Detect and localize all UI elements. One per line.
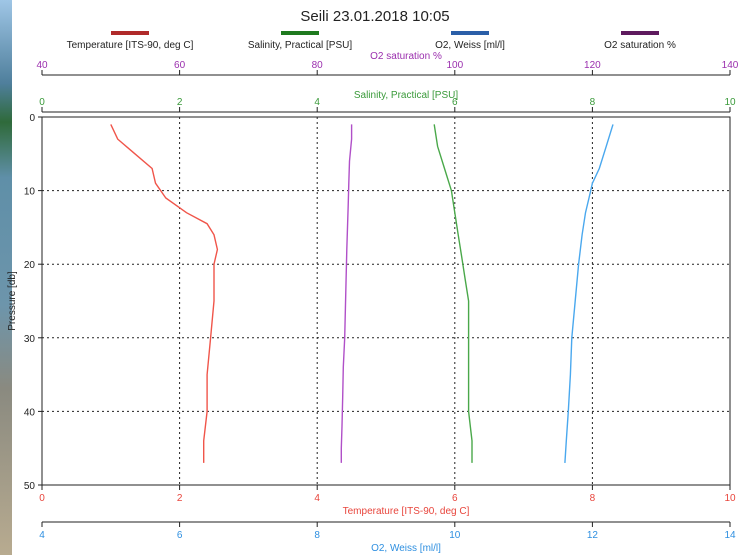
x-tick-label-temp: 6 [452,493,458,504]
series-line [564,124,614,463]
x-tick-label-salinity: 2 [177,97,183,108]
x-tick-label-temp: 4 [314,493,320,504]
x-tick-label-o2: 8 [314,530,320,541]
legend-label: Temperature [ITS-90, deg C] [67,40,194,51]
x-axis-title-o2: O2, Weiss [ml/l] [371,543,441,554]
x-axis-title-o2sat: O2 saturation % [370,51,442,62]
x-tick-label-salinity: 10 [724,97,736,108]
legend-label: O2 saturation % [604,40,676,51]
y-tick-label: 0 [29,113,35,124]
y-tick-label: 30 [24,334,36,345]
x-tick-label-temp: 0 [39,493,45,504]
series [110,124,614,463]
x-tick-label-o2: 14 [724,530,736,541]
legend-label: O2, Weiss [ml/l] [435,40,505,51]
legend-label: Salinity, Practical [PSU] [248,40,353,51]
x-tick-label-temp: 10 [724,493,736,504]
y-tick-label: 40 [24,407,36,418]
x-tick-label-salinity: 4 [314,97,320,108]
x-tick-label-o2sat: 60 [174,60,186,71]
x-tick-label-o2sat: 80 [312,60,324,71]
x-tick-label-o2: 6 [177,530,183,541]
legend: Temperature [ITS-90, deg C] Salinity, Pra… [67,31,676,51]
series-line [110,124,219,463]
series-line [340,124,353,463]
x-tick-label-o2: 12 [587,530,599,541]
x-tick-label-o2: 4 [39,530,45,541]
x-tick-label-o2sat: 140 [722,60,739,71]
x-axis-title-temp: Temperature [ITS-90, deg C] [343,506,470,517]
y-tick-label: 20 [24,260,36,271]
x-tick-label-o2sat: 120 [584,60,601,71]
cropped-photo-strip [0,0,12,555]
plot-frame [41,116,731,486]
y-axis-label: Pressure [db] [7,271,18,331]
y-tick-label: 50 [24,481,36,492]
x-tick-label-o2sat: 100 [446,60,463,71]
x-tick-label-salinity: 6 [452,97,458,108]
x-tick-label-salinity: 0 [39,97,45,108]
chart-title: Seili 23.01.2018 10:05 [300,8,449,25]
grid [42,117,730,485]
x-axis-title-salinity: Salinity, Practical [PSU] [354,90,459,101]
x-tick-label-o2sat: 40 [36,60,48,71]
y-tick-label: 10 [24,187,36,198]
x-tick-label-salinity: 8 [590,97,596,108]
x-tick-label-temp: 2 [177,493,183,504]
x-tick-label-temp: 8 [590,493,596,504]
x-tick-label-o2: 10 [449,530,461,541]
series-line [433,124,473,463]
